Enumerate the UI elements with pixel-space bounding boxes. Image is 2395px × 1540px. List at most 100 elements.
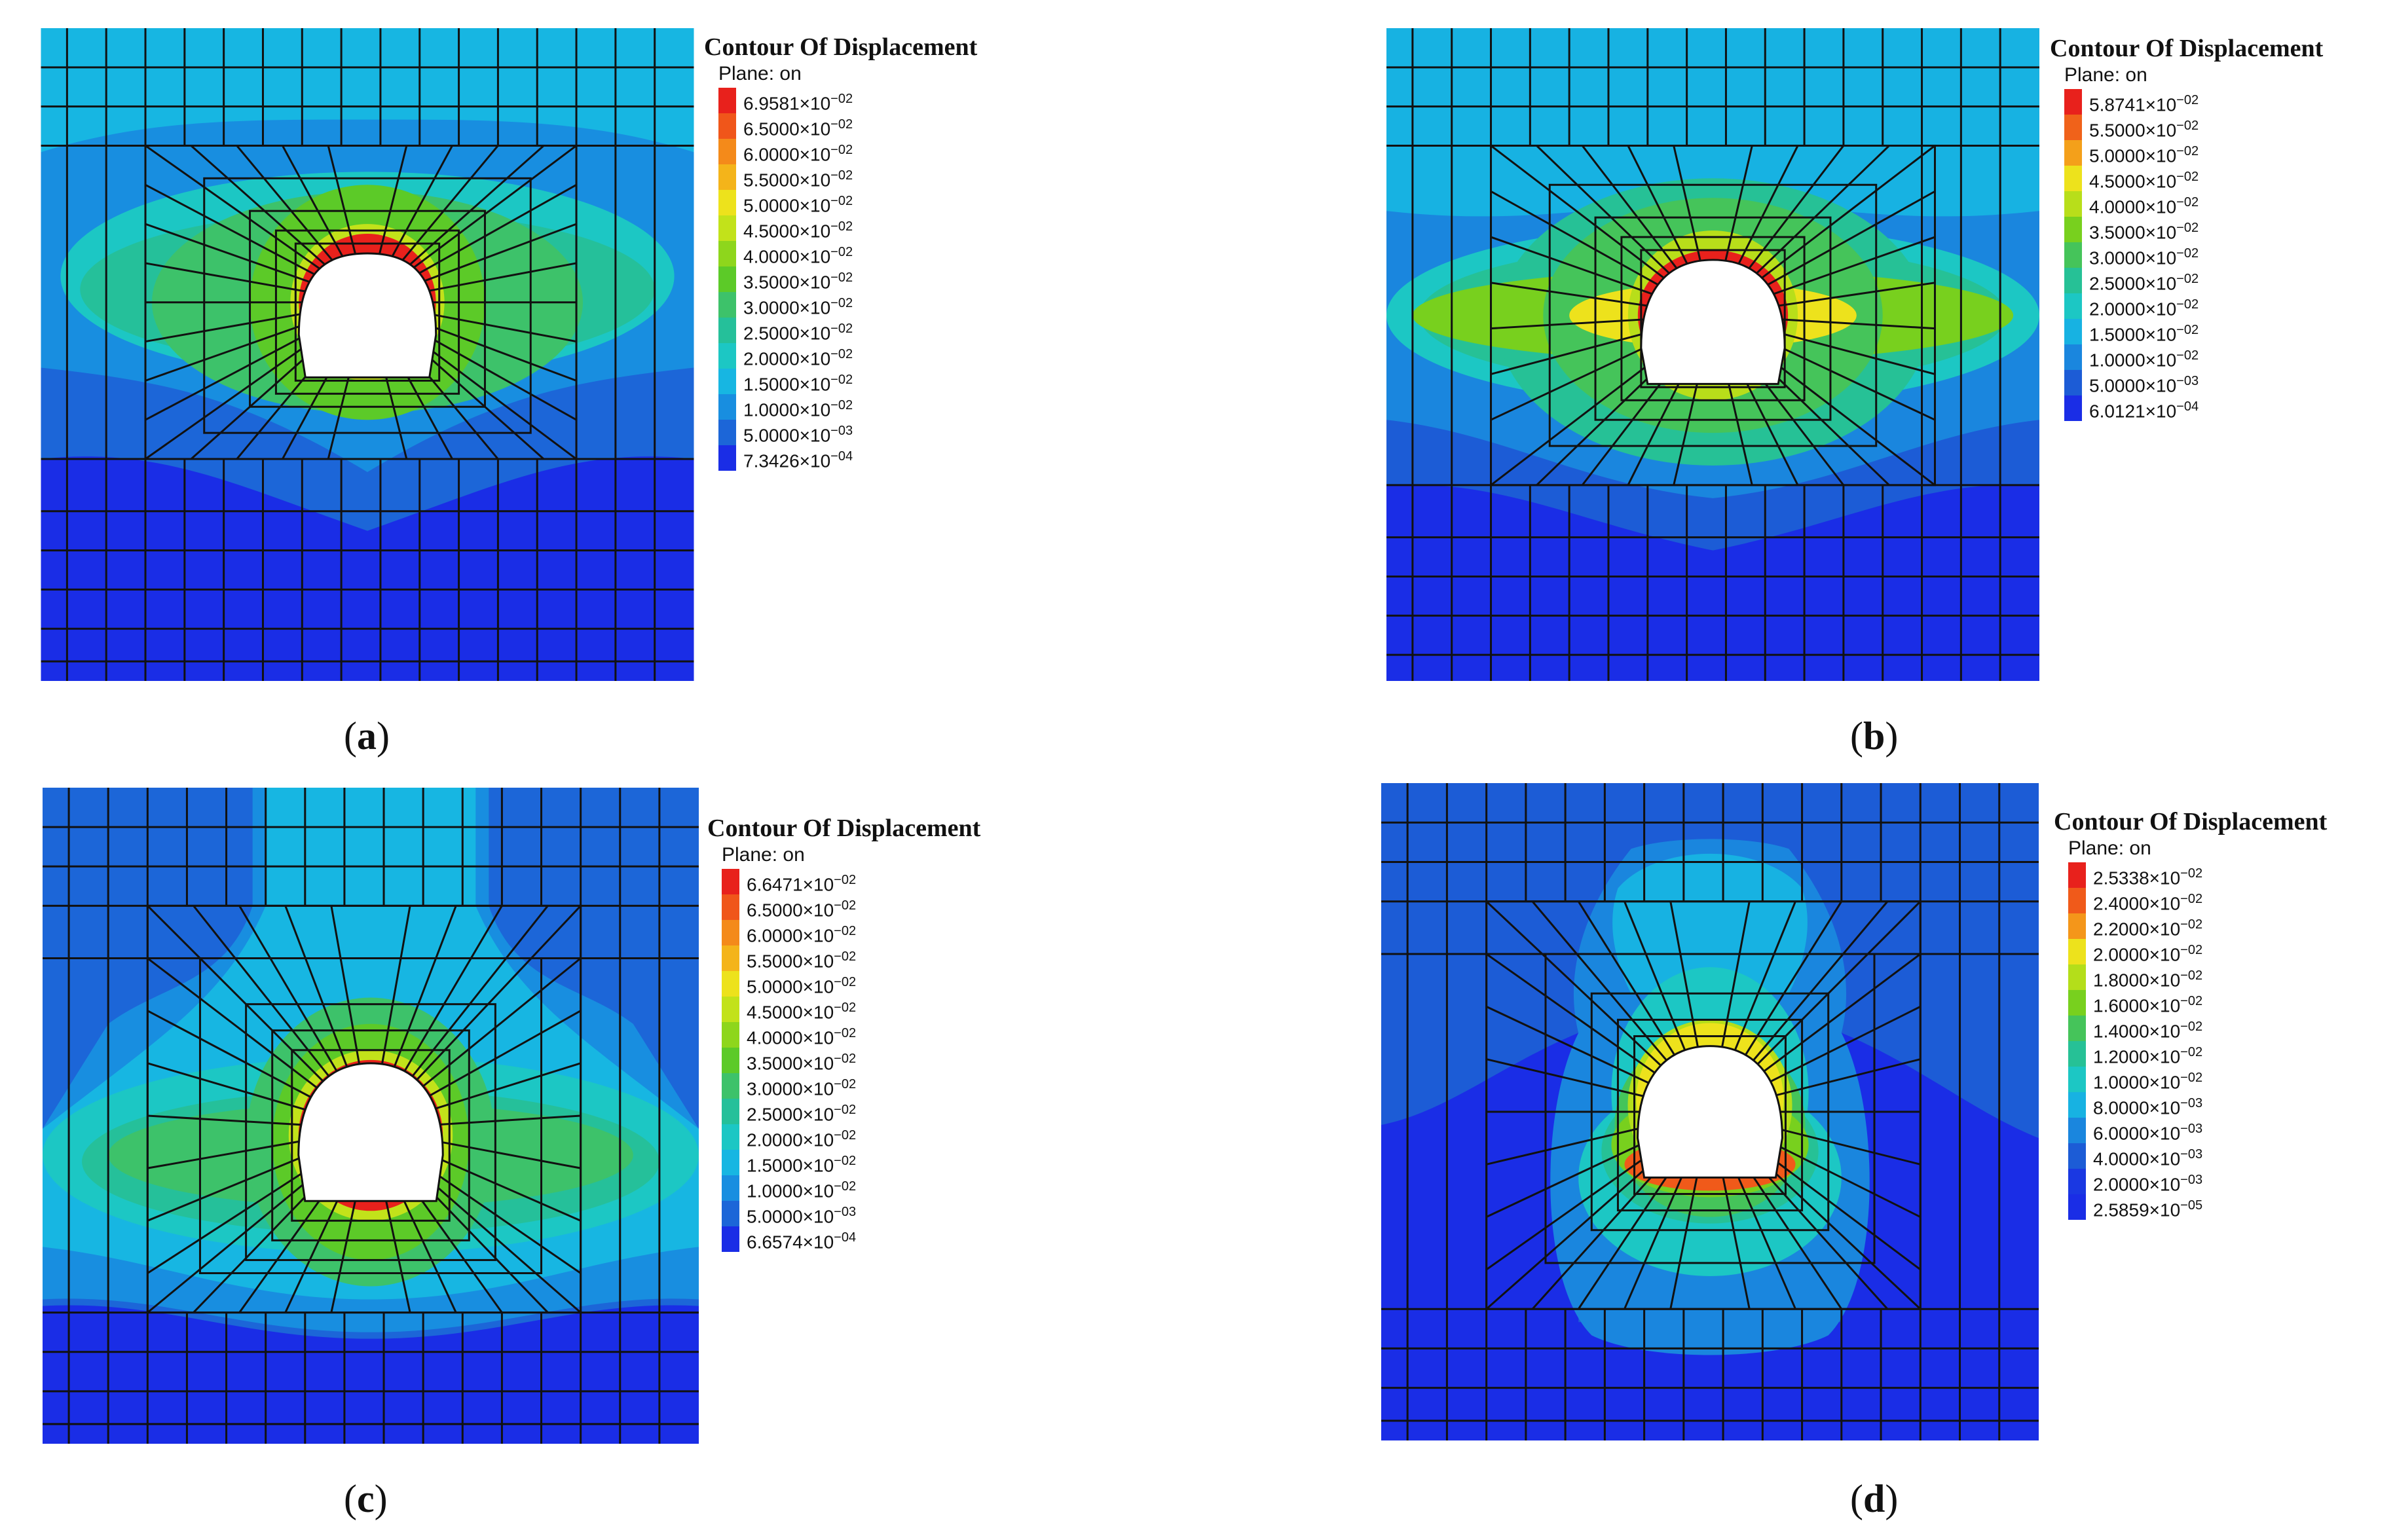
- legend-value-mantissa: 5.5000×10: [747, 951, 834, 972]
- legend-value-mantissa: 3.5000×10: [743, 272, 831, 293]
- legend-swatch: [718, 139, 736, 164]
- legend-value-mantissa: 2.0000×10: [743, 348, 831, 369]
- legend-value-mantissa: 1.5000×10: [747, 1155, 834, 1176]
- legend-value-mantissa: 2.5338×10: [2093, 868, 2181, 889]
- legend-value-exponent: −02: [2176, 170, 2199, 184]
- legend-value-exponent: −02: [830, 219, 853, 234]
- mesh-c: [43, 788, 699, 1444]
- legend-value-exponent: −02: [834, 873, 857, 887]
- legend-value-label: 5.0000×10−03: [747, 1200, 857, 1227]
- legend-swatch: [718, 164, 736, 190]
- legend-value-mantissa: 1.8000×10: [2093, 970, 2181, 991]
- legend-swatch: [722, 1175, 739, 1201]
- legend-value-label: 5.0000×10−03: [743, 418, 853, 445]
- legend-swatch: [718, 88, 736, 113]
- mesh-d: [1381, 783, 2039, 1440]
- caption-close-paren: ): [376, 714, 390, 758]
- legend-value-exponent: −02: [830, 321, 853, 336]
- legend-value-label: 3.0000×10−02: [747, 1072, 856, 1099]
- legend-value-label: 2.5338×10−02: [2093, 861, 2202, 889]
- legend-value-exponent: −04: [834, 1230, 857, 1245]
- legend-value-label: 1.5000×10−02: [747, 1148, 857, 1176]
- contour-plot-b: [1386, 28, 2039, 681]
- legend-value-exponent: −02: [830, 143, 853, 157]
- legend-value-mantissa: 3.5000×10: [747, 1053, 834, 1074]
- legend-value-exponent: −02: [2180, 892, 2203, 906]
- legend-colorbar: [2064, 89, 2082, 421]
- legend-value-label: 3.5000×10−02: [2089, 215, 2199, 242]
- legend-value-exponent: −02: [834, 924, 857, 938]
- legend-swatch: [718, 318, 736, 343]
- legend-value-mantissa: 1.0000×10: [2093, 1072, 2181, 1093]
- legend-swatch: [722, 894, 739, 920]
- tunnel-opening-d: [1637, 1045, 1783, 1179]
- legend-value-mantissa: 6.0121×10: [2089, 401, 2177, 422]
- legend-value-exponent: −02: [834, 1052, 857, 1066]
- legend-swatch: [718, 343, 736, 369]
- legend-value-label: 5.5000×10−02: [743, 163, 853, 190]
- tunnel-opening-c: [297, 1062, 444, 1202]
- legend-value-label: 5.0000×10−02: [2089, 139, 2199, 166]
- legend-value-label: 1.5000×10−02: [2089, 318, 2199, 344]
- legend-value-label: 2.0000×10−02: [2093, 938, 2203, 964]
- legend-swatch: [722, 945, 739, 971]
- caption-letter: c: [356, 1477, 375, 1520]
- legend-swatch: [718, 394, 736, 420]
- legend-value-exponent: −02: [2180, 968, 2203, 983]
- legend-title: Contour Of Displacement: [2050, 35, 2324, 62]
- legend-value-mantissa: 2.0000×10: [2089, 299, 2177, 320]
- legend-value-mantissa: 2.5000×10: [743, 323, 831, 344]
- legend-value-exponent: −04: [830, 449, 853, 464]
- legend-value-label: 6.0000×10−02: [743, 138, 853, 164]
- legend-value-exponent: −02: [830, 347, 853, 361]
- legend-swatch: [722, 1099, 739, 1124]
- legend-value-exponent: −02: [830, 398, 853, 412]
- tunnel-opening-a: [297, 252, 437, 378]
- legend-swatch: [722, 920, 739, 945]
- legend-value-mantissa: 2.5859×10: [2093, 1200, 2181, 1220]
- contour-plot-a: [41, 28, 694, 681]
- legend-value-mantissa: 5.0000×10: [743, 195, 831, 216]
- legend-value-exponent: −03: [830, 424, 853, 438]
- caption-a: (a): [344, 714, 390, 759]
- legend-value-label: 6.0121×10−04: [2089, 394, 2199, 422]
- legend-value-exponent: −02: [834, 1154, 857, 1168]
- legend-value-exponent: −02: [2176, 221, 2199, 235]
- contour-svg-a: [41, 28, 694, 681]
- legend-swatch: [722, 1048, 739, 1073]
- caption-b: (b): [1850, 714, 1898, 759]
- legend-value-exponent: −02: [2176, 93, 2199, 107]
- legend-swatch: [722, 1201, 739, 1226]
- legend-value-mantissa: 5.0000×10: [747, 1206, 834, 1227]
- legend-value-mantissa: 1.0000×10: [747, 1181, 834, 1201]
- legend-value-mantissa: 2.5000×10: [2089, 273, 2177, 294]
- legend-value-label: 2.5000×10−02: [747, 1097, 856, 1124]
- legend-value-exponent: −02: [830, 270, 853, 285]
- legend-value-label: 2.0000×10−02: [743, 342, 853, 369]
- legend-value-label: 4.5000×10−02: [747, 995, 856, 1022]
- legend-swatch: [722, 869, 739, 894]
- legend-value-exponent: −02: [2180, 994, 2203, 1008]
- legend-value-mantissa: 5.0000×10: [747, 976, 834, 997]
- legend-swatch: [718, 215, 736, 241]
- legend-value-exponent: −02: [2176, 323, 2199, 337]
- legend-value-mantissa: 4.0000×10: [747, 1027, 834, 1048]
- caption-open-paren: (: [344, 714, 357, 758]
- tunnel-opening-b: [1640, 259, 1786, 385]
- legend-title: Contour Of Displacement: [707, 815, 981, 842]
- legend-value-exponent: −02: [834, 949, 857, 964]
- legend-value-label: 4.5000×10−02: [743, 214, 853, 241]
- legend-value-exponent: −02: [2176, 246, 2199, 261]
- legend-plane-label: Plane: on: [722, 844, 805, 866]
- legend-value-exponent: −05: [2180, 1198, 2203, 1213]
- legend-value-exponent: −02: [834, 975, 857, 989]
- legend-value-label: 1.8000×10−02: [2093, 963, 2203, 991]
- legend-value-mantissa: 3.0000×10: [743, 297, 831, 318]
- legend-value-exponent: −03: [834, 1205, 857, 1219]
- legend-value-exponent: −02: [830, 373, 853, 387]
- legend-title: Contour Of Displacement: [704, 33, 978, 61]
- legend-value-label: 2.5859×10−05: [2093, 1193, 2203, 1220]
- legend-value-exponent: −02: [2180, 1071, 2203, 1085]
- legend-value-label: 6.6471×10−02: [747, 868, 857, 894]
- legend-value-exponent: −02: [2180, 943, 2203, 957]
